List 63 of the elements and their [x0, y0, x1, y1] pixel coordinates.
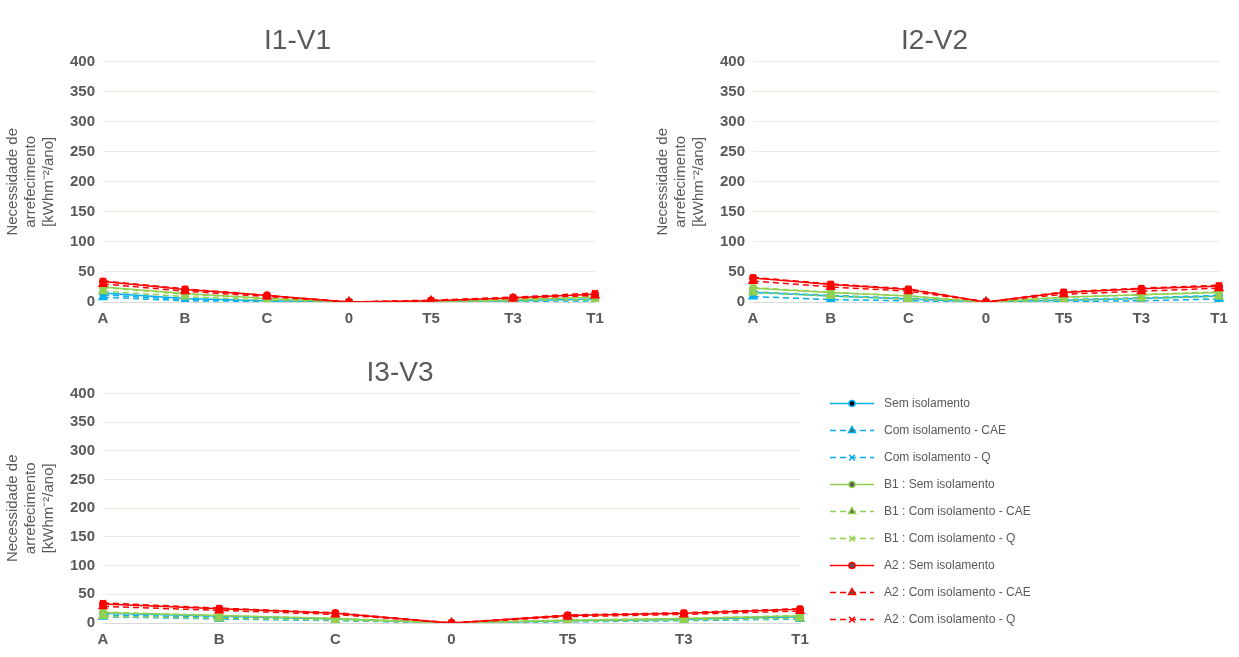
y-tick-label: 100 — [720, 232, 746, 250]
x-tick-label: B — [179, 309, 191, 327]
y-tick-label: 100 — [70, 555, 96, 573]
legend-label: B1 : Sem isolamento — [884, 476, 996, 491]
y-tick-label: 300 — [70, 111, 96, 129]
x-tick-label: T5 — [558, 630, 577, 648]
y-tick-label: 0 — [86, 292, 96, 310]
x-tick-label: 0 — [344, 309, 354, 327]
x-tick-label: C — [261, 309, 273, 327]
legend-label: Com isolamento - CAE — [884, 422, 1007, 437]
legend-label: A2 : Com isolamento - CAE — [884, 584, 1031, 599]
y-axis-title: Necessidade de arrefecimento [kWhm⁻²/ano] — [3, 128, 57, 236]
y-tick-label: 250 — [720, 141, 746, 159]
x-tick-label: B — [825, 309, 837, 327]
x-tick-label: T5 — [1054, 309, 1073, 327]
legend-label: B1 : Com isolamento - CAE — [884, 503, 1031, 518]
y-axis-title: Necessidade de arrefecimento [kWhm⁻²/ano] — [653, 128, 707, 236]
legend-label: B1 : Com isolamento - Q — [884, 530, 1016, 545]
x-tick-label: T1 — [791, 630, 809, 648]
chart-title: I3-V3 — [366, 355, 434, 387]
x-tick-label: 0 — [981, 309, 991, 327]
y-tick-label: 200 — [70, 498, 96, 516]
y-tick-label: 400 — [70, 51, 96, 69]
y-tick-label: 250 — [70, 141, 96, 159]
x-tick-label: T5 — [422, 309, 440, 327]
x-tick-label: T3 — [675, 630, 693, 648]
x-tick-label: T1 — [586, 309, 604, 327]
y-tick-label: 400 — [70, 383, 96, 401]
chart-title: I2-V2 — [901, 23, 968, 55]
chart-title: I1-V1 — [264, 23, 331, 55]
y-tick-label: 300 — [70, 441, 96, 459]
y-tick-label: 150 — [70, 201, 96, 219]
legend-label: Sem isolamento — [884, 395, 971, 410]
y-tick-label: 0 — [736, 292, 746, 310]
x-tick-label: B — [213, 630, 225, 648]
y-tick-label: 200 — [70, 171, 96, 189]
legend-label: A2 : Com isolamento - Q — [884, 611, 1016, 626]
x-tick-label: C — [902, 309, 914, 327]
y-tick-label: 300 — [720, 111, 746, 129]
y-tick-label: 100 — [70, 232, 96, 250]
x-tick-label: A — [747, 309, 759, 327]
y-tick-label: 50 — [78, 262, 96, 280]
y-tick-label: 350 — [70, 81, 96, 99]
y-tick-label: 250 — [70, 469, 96, 487]
x-tick-label: A — [97, 309, 109, 327]
y-tick-label: 0 — [86, 613, 96, 631]
y-tick-label: 150 — [720, 201, 746, 219]
legend-label: A2 : Sem isolamento — [884, 557, 996, 572]
x-tick-label: 0 — [447, 630, 456, 648]
y-tick-label: 50 — [78, 584, 96, 602]
y-tick-label: 200 — [720, 171, 746, 189]
x-tick-label: C — [329, 630, 341, 648]
x-tick-label: T1 — [1210, 309, 1228, 327]
y-tick-label: 50 — [728, 262, 746, 280]
x-tick-label: T3 — [1132, 309, 1151, 327]
y-tick-label: 350 — [720, 81, 746, 99]
legend-label: Com isolamento - Q — [884, 449, 991, 464]
y-tick-label: 350 — [70, 412, 96, 430]
y-tick-label: 150 — [70, 527, 96, 545]
x-tick-label: T3 — [504, 309, 522, 327]
y-tick-label: 400 — [720, 51, 746, 69]
x-tick-label: A — [97, 630, 109, 648]
y-axis-title: Necessidade de arrefecimento [kWhm⁻²/ano] — [3, 454, 57, 563]
